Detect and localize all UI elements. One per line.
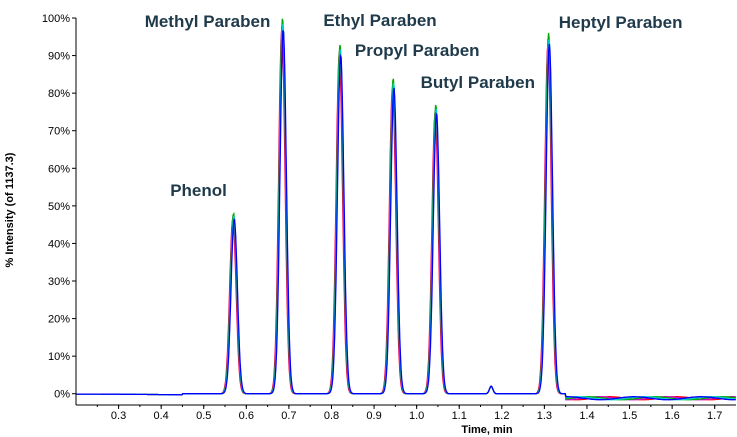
x-tick-label: 1.0 [409, 410, 424, 422]
peak-label: Butyl Paraben [421, 73, 535, 92]
y-tick-label: 10% [48, 351, 70, 363]
x-tick-label: 1.2 [494, 410, 509, 422]
y-axis-title: % Intensity (of 1137.3) [4, 152, 16, 267]
y-tick-label: 20% [48, 314, 70, 326]
y-tick-label: 40% [48, 238, 70, 250]
y-tick-label: 60% [48, 163, 70, 175]
y-tick-label: 90% [48, 51, 70, 63]
peak-label: Phenol [170, 181, 227, 200]
y-tick-label: 70% [48, 126, 70, 138]
axes-group: 0% 10% 20% 30% 40% 50% 60% 70% 80% 90% 100% 0.3 0.4 0… [42, 13, 736, 422]
x-tick-label: 1.6 [664, 410, 679, 422]
y-tick-label: 30% [48, 276, 70, 288]
trace-line [76, 23, 736, 401]
trace-line [76, 23, 736, 401]
x-tick-label: 0.6 [239, 410, 254, 422]
x-tick-label: 1.5 [622, 410, 637, 422]
x-tick-label: 0.9 [366, 410, 381, 422]
x-tick-label: 1.1 [452, 410, 467, 422]
x-tick-label: 0.4 [154, 410, 169, 422]
x-tick-label: 0.3 [111, 410, 126, 422]
y-tick-label: 100% [42, 13, 70, 25]
x-tick-label: 0.8 [324, 410, 339, 422]
trace-line [76, 18, 736, 401]
peak-label: Propyl Paraben [355, 41, 480, 60]
trace-line [76, 29, 736, 401]
x-tick-label: 1.3 [537, 410, 552, 422]
x-tick-label: 0.7 [281, 410, 296, 422]
y-tick-label: 80% [48, 88, 70, 100]
x-axis-title: Time, min [461, 424, 512, 436]
peak-label: Methyl Paraben [145, 12, 271, 31]
peak-labels-group: Phenol Methyl Paraben Ethyl Paraben Propyl … [145, 11, 683, 200]
traces-group [76, 18, 736, 401]
x-tick-label: 1.7 [707, 410, 722, 422]
y-tick-label: 50% [48, 201, 70, 213]
peak-label: Heptyl Paraben [559, 13, 683, 32]
y-tick-label: 0% [54, 389, 70, 401]
x-tick-label: 0.5 [196, 410, 211, 422]
trace-line [76, 30, 736, 401]
x-tick-label: 1.4 [579, 410, 594, 422]
peak-label: Ethyl Paraben [323, 11, 436, 30]
